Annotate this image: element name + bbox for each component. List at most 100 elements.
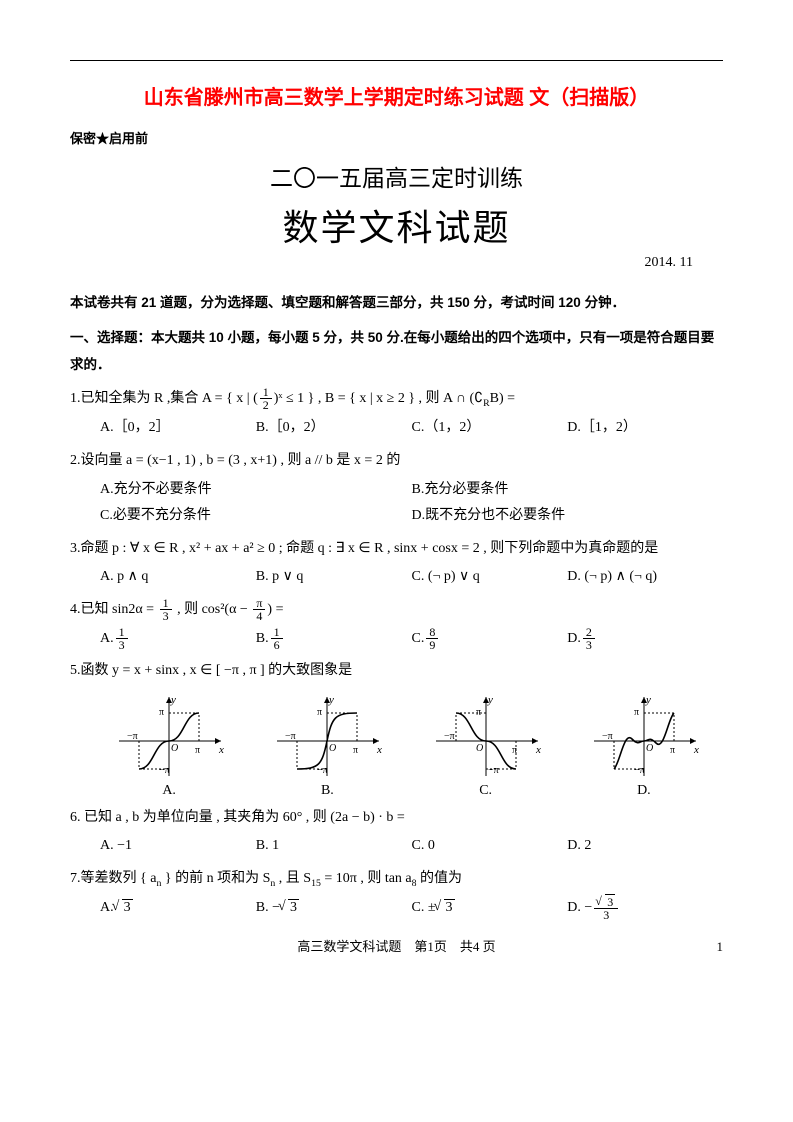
q6-options: A. −1 B. 1 C. 0 D. 2 — [70, 833, 723, 860]
q2-options: A.充分不必要条件 B.充分必要条件 C.必要不充分条件 D.既不充分也不必要条… — [70, 477, 723, 530]
svg-text:−π: −π — [127, 731, 138, 742]
q7-stem-c: , 且 S — [275, 871, 311, 886]
q1-opt-b: B.［0，2） — [256, 415, 412, 442]
question-6: 6. 已知 a , b 为单位向量 , 其夹角为 60° , 则 (2a − b… — [70, 805, 723, 832]
svg-text:y: y — [170, 694, 176, 706]
svg-text:x: x — [535, 744, 541, 756]
q3-opt-d: D. (¬ p) ∧ (¬ q) — [567, 564, 723, 591]
svg-text:π: π — [353, 745, 358, 756]
q7-opt-b: B. −3 — [256, 895, 412, 922]
graph-c: y x π −π π −π O — [416, 691, 556, 781]
svg-text:O: O — [171, 743, 178, 754]
main-title: 数学文科试题 — [70, 199, 723, 251]
q4-stem-c: ) = — [267, 602, 283, 617]
q7-opt-c: C. ±3 — [412, 895, 568, 922]
svg-text:−π: −π — [285, 731, 296, 742]
secrecy-line: 保密★启用前 — [70, 128, 723, 147]
svg-text:π: π — [512, 745, 517, 756]
svg-text:−π: −π — [159, 765, 170, 776]
svg-text:−π: −π — [488, 765, 499, 776]
q4-options: A.13 B.16 C.89 D.23 — [70, 626, 723, 653]
svg-text:−π: −π — [634, 765, 645, 776]
question-4: 4.已知 sin2α = 13 , 则 cos²(α − π4) = — [70, 597, 723, 624]
sqrt-icon: 3 — [280, 895, 299, 922]
q7-stem-d: = 10π , 则 tan a — [321, 871, 412, 886]
svg-text:O: O — [646, 743, 653, 754]
svg-text:O: O — [476, 743, 483, 754]
q4-opt-c: C.89 — [412, 626, 568, 653]
q7-stem-e: 的值为 — [417, 871, 463, 886]
q1-opt-c: C.（1，2） — [412, 415, 568, 442]
fraction-icon: 12 — [260, 386, 272, 411]
question-1: 1.已知全集为 R ,集合 A = { x | (12)ˣ ≤ 1 } , B … — [70, 386, 723, 413]
q7-opt-d: D. −33 — [567, 895, 723, 922]
q2-opt-c: C.必要不充分条件 — [100, 503, 412, 530]
q4-opt-b: B.16 — [256, 626, 412, 653]
doc-title: 山东省滕州市高三数学上学期定时练习试题 文（扫描版） — [70, 81, 723, 110]
fraction-icon: 16 — [271, 626, 283, 651]
q3-opt-c: C. (¬ p) ∨ q — [412, 564, 568, 591]
q5-opt-c: C. — [416, 783, 556, 799]
q1-stem-c: B) = — [490, 391, 515, 406]
subscript: 15 — [311, 878, 321, 889]
fraction-icon: 33 — [594, 896, 618, 921]
q1-stem-a: 1.已知全集为 R ,集合 A = { x | ( — [70, 391, 258, 406]
q2-opt-a: A.充分不必要条件 — [100, 477, 412, 504]
q1-options: A.［0，2］ B.［0，2） C.（1，2） D.［1，2） — [70, 415, 723, 442]
page-footer: 高三数学文科试题 第1页 共4 页 — [70, 936, 723, 955]
q3-options: A. p ∧ q B. p ∨ q C. (¬ p) ∨ q D. (¬ p) … — [70, 564, 723, 591]
svg-text:y: y — [487, 694, 493, 706]
exam-date: 2014. 11 — [70, 255, 723, 271]
q4-opt-d: D.23 — [567, 626, 723, 653]
sqrt-icon: 3 — [114, 895, 133, 922]
q1-stem-b: )ˣ ≤ 1 } , B = { x | x ≥ 2 } , 则 A ∩ (∁ — [274, 391, 483, 406]
q7-stem-a: 7.等差数列 { a — [70, 871, 156, 886]
q7-options: A.3 B. −3 C. ±3 D. −33 — [70, 895, 723, 922]
fraction-icon: 23 — [583, 626, 595, 651]
question-2: 2.设向量 a = (x−1 , 1) , b = (3 , x+1) , 则 … — [70, 448, 723, 475]
q7-opt-a: A.3 — [100, 895, 256, 922]
svg-text:x: x — [693, 744, 699, 756]
svg-text:y: y — [328, 694, 334, 706]
q6-opt-b: B. 1 — [256, 833, 412, 860]
top-rule — [70, 60, 723, 61]
svg-text:−π: −π — [602, 731, 613, 742]
q2-opt-d: D.既不充分也不必要条件 — [412, 503, 724, 530]
q5-opt-b: B. — [257, 783, 397, 799]
page: 山东省滕州市高三数学上学期定时练习试题 文（扫描版） 保密★启用前 二〇一五届高… — [0, 0, 793, 995]
q5-options: A. B. C. D. — [70, 783, 723, 799]
q4-stem-a: 4.已知 sin2α = — [70, 602, 158, 617]
q4-opt-a: A.13 — [100, 626, 256, 653]
question-3: 3.命题 p : ∀ x ∈ R , x² + ax + a² ≥ 0 ; 命题… — [70, 536, 723, 563]
svg-text:π: π — [476, 707, 481, 718]
q7-stem-b: } 的前 n 项和为 S — [161, 871, 270, 886]
q6-opt-c: C. 0 — [412, 833, 568, 860]
svg-text:x: x — [218, 744, 224, 756]
question-5: 5.函数 y = x + sinx , x ∈ [ −π , π ] 的大致图象… — [70, 658, 723, 685]
fraction-icon: 13 — [160, 597, 172, 622]
q4-stem-b: , 则 cos²(α − — [174, 602, 252, 617]
sqrt-icon: 3 — [436, 895, 455, 922]
fraction-icon: 89 — [426, 626, 438, 651]
fraction-icon: 13 — [116, 626, 128, 651]
svg-text:π: π — [670, 745, 675, 756]
q5-opt-d: D. — [574, 783, 714, 799]
question-7: 7.等差数列 { an } 的前 n 项和为 Sn , 且 S15 = 10π … — [70, 866, 723, 893]
svg-text:−π: −π — [317, 765, 328, 776]
svg-text:y: y — [645, 694, 651, 706]
svg-text:π: π — [634, 707, 639, 718]
q1-opt-d: D.［1，2） — [567, 415, 723, 442]
q2-opt-b: B.充分必要条件 — [412, 477, 724, 504]
q1-opt-a: A.［0，2］ — [100, 415, 256, 442]
svg-text:x: x — [376, 744, 382, 756]
intro-line-2: 一、选择题：本大题共 10 小题，每小题 5 分，共 50 分.在每小题给出的四… — [70, 324, 723, 378]
q3-opt-b: B. p ∨ q — [256, 564, 412, 591]
fraction-icon: π4 — [253, 597, 265, 622]
q3-opt-a: A. p ∧ q — [100, 564, 256, 591]
session-title: 二〇一五届高三定时训练 — [70, 159, 723, 193]
svg-text:π: π — [317, 707, 322, 718]
q6-opt-d: D. 2 — [567, 833, 723, 860]
graph-a: y x π −π π −π O — [99, 691, 239, 781]
svg-text:O: O — [329, 743, 336, 754]
svg-text:π: π — [195, 745, 200, 756]
